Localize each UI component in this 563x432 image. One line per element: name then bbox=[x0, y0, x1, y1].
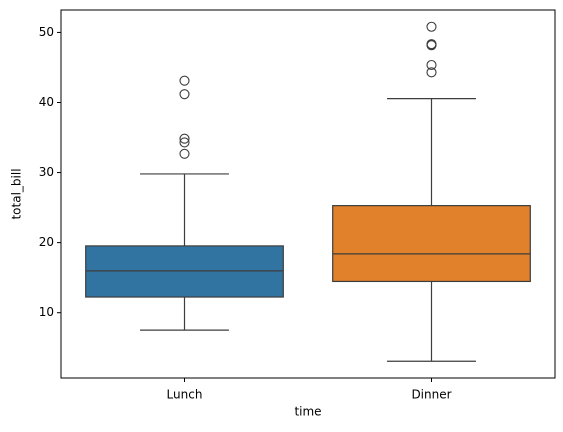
outlier bbox=[426, 67, 437, 78]
x-tick-label: Lunch bbox=[167, 388, 203, 402]
outlier bbox=[179, 133, 190, 144]
outlier bbox=[426, 40, 437, 51]
y-tick-label: 10 bbox=[39, 305, 54, 319]
box bbox=[332, 205, 531, 283]
y-tick-label: 40 bbox=[39, 95, 54, 109]
y-tick-label: 30 bbox=[39, 165, 54, 179]
outlier bbox=[426, 21, 437, 32]
outlier bbox=[426, 59, 437, 71]
outlier bbox=[179, 148, 190, 159]
outlier bbox=[179, 75, 190, 86]
outlier bbox=[179, 89, 190, 100]
x-tick-label: Dinner bbox=[411, 388, 451, 402]
plot-frame bbox=[60, 9, 556, 379]
y-axis-label: total_bill bbox=[10, 168, 24, 219]
y-tick-label: 20 bbox=[39, 235, 54, 249]
y-tick-label: 50 bbox=[39, 25, 54, 39]
outlier bbox=[179, 137, 190, 148]
x-axis-label: time bbox=[294, 405, 321, 419]
